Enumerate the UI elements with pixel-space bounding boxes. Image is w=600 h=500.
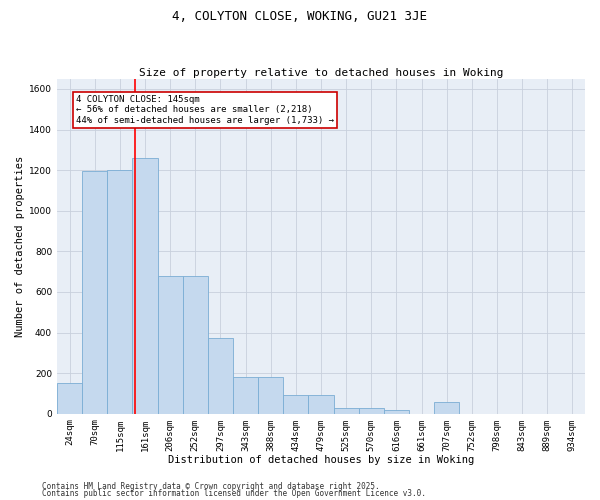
- Bar: [57, 384, 82, 414]
- Text: Contains HM Land Registry data © Crown copyright and database right 2025.: Contains HM Land Registry data © Crown c…: [42, 482, 380, 491]
- Bar: [133, 158, 158, 413]
- Bar: [258, 377, 283, 414]
- Bar: [158, 276, 183, 413]
- X-axis label: Distribution of detached houses by size in Woking: Distribution of detached houses by size …: [168, 455, 474, 465]
- Bar: [107, 170, 133, 414]
- Bar: [308, 396, 334, 413]
- Bar: [434, 402, 459, 413]
- Title: Size of property relative to detached houses in Woking: Size of property relative to detached ho…: [139, 68, 503, 78]
- Bar: [334, 408, 359, 414]
- Y-axis label: Number of detached properties: Number of detached properties: [15, 156, 25, 337]
- Text: Contains public sector information licensed under the Open Government Licence v3: Contains public sector information licen…: [42, 489, 426, 498]
- Text: 4 COLYTON CLOSE: 145sqm
← 56% of detached houses are smaller (2,218)
44% of semi: 4 COLYTON CLOSE: 145sqm ← 56% of detache…: [76, 95, 334, 125]
- Bar: [233, 377, 258, 414]
- Bar: [183, 276, 208, 413]
- Text: 4, COLYTON CLOSE, WOKING, GU21 3JE: 4, COLYTON CLOSE, WOKING, GU21 3JE: [173, 10, 427, 23]
- Bar: [283, 396, 308, 413]
- Bar: [359, 408, 384, 414]
- Bar: [384, 410, 409, 414]
- Bar: [82, 171, 107, 414]
- Bar: [208, 338, 233, 413]
